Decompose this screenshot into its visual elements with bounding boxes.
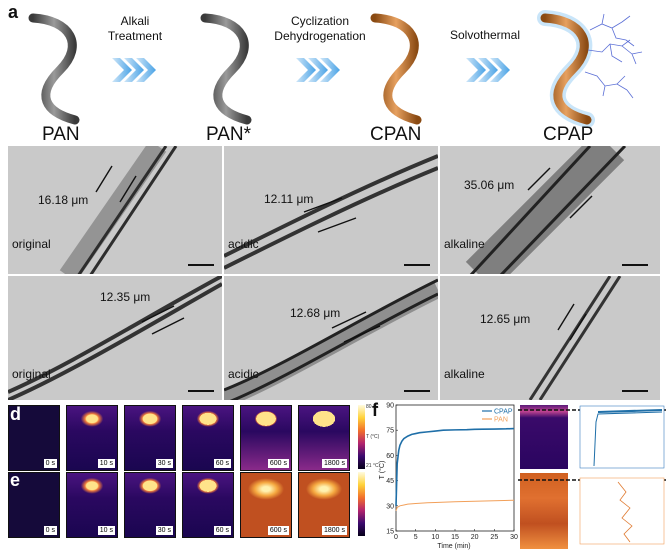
label-c-acidic: acidic (228, 367, 259, 381)
thermal-tile: 600 s (240, 405, 292, 471)
scale-bar (188, 264, 214, 266)
legend-label: CPAP (494, 409, 513, 416)
x-tick-label: 25 (490, 534, 498, 541)
x-tick-label: 15 (451, 534, 459, 541)
panel-a-letter: a (8, 2, 19, 22)
label-c-original: original (12, 367, 51, 381)
time-label: 600 s (267, 459, 289, 468)
thermal-tile: 10 s (66, 472, 118, 538)
time-label: 0 s (43, 526, 57, 535)
process-arrow-3-icon (466, 58, 510, 82)
time-label: 0 s (43, 459, 57, 468)
micrograph-b-original: 16.18 μm original (8, 146, 222, 274)
colorbar-top-label: 80 °C (366, 404, 379, 410)
measure-c-alkaline: 12.65 μm (480, 312, 531, 326)
panel-f-chart: 15 30 45 60 75 90 0 5 10 15 20 25 30 Time (min) T (… (378, 403, 518, 551)
label-cpan: CPAN (370, 124, 422, 145)
thermal-tile: 0 s (8, 472, 60, 538)
label-pan-star: PAN* (206, 124, 252, 145)
micrograph-c-alkaline: 12.65 μm alkaline (440, 276, 660, 400)
scale-bar (188, 390, 214, 392)
time-label: 60 s (213, 526, 231, 535)
legend-label: PAN (494, 417, 508, 424)
y-tick-label: 30 (386, 503, 394, 510)
thermal-tile: 30 s (124, 472, 176, 538)
y-tick-label: 15 (386, 529, 394, 536)
y-tick-label: 60 (386, 453, 394, 460)
process-arrow-1-icon (112, 58, 156, 82)
x-tick-label: 20 (471, 534, 479, 541)
x-axis-label: Time (min) (437, 543, 470, 550)
time-label: 10 s (97, 526, 115, 535)
scale-bar (404, 390, 430, 392)
series-line-pan (395, 499, 515, 512)
pan-fiber-icon (28, 13, 80, 125)
y-tick-label: 90 (386, 403, 394, 410)
step-alkali-treatment: Alkali Treatment (107, 14, 163, 43)
plot-frame (395, 404, 515, 532)
panel-e-letter: e (10, 470, 21, 490)
measure-b-acidic: 12.11 μm (264, 192, 314, 206)
time-label: 1800 s (321, 526, 347, 535)
process-arrow-2-icon (296, 58, 340, 82)
label-b-alkaline: alkaline (444, 237, 485, 251)
x-tick-label: 5 (414, 534, 418, 541)
x-tick-label: 0 (394, 534, 398, 541)
thermal-side-pan (520, 473, 568, 549)
thermal-tile: 30 s (124, 405, 176, 471)
label-b-acidic: acidic (228, 237, 259, 251)
thermal-tile: 10 s (66, 405, 118, 471)
panel-f-letter: f (372, 400, 378, 420)
pan-star-fiber-icon (200, 13, 252, 125)
thermal-tile: 1800 s (298, 472, 350, 538)
label-cpap: CPAP (543, 124, 594, 145)
time-label: 30 s (155, 526, 173, 535)
scale-bar (622, 390, 648, 392)
time-label: 1800 s (321, 459, 347, 468)
step-cyclization: Cyclization Dehydrogenation (274, 14, 366, 43)
y-axis-label: T (°C) (378, 461, 386, 480)
scale-bar (404, 264, 430, 266)
colorbar-e (358, 472, 365, 536)
cpap-fiber-icon (537, 10, 643, 128)
label-b-original: original (12, 237, 51, 251)
thermal-tile: 60 s (182, 405, 234, 471)
thermal-tile: 1800 s (298, 405, 350, 471)
panel-a-schematic (28, 10, 643, 128)
thermal-tile: 600 s (240, 472, 292, 538)
colorbar-d (358, 405, 365, 469)
measure-c-original: 12.35 μm (100, 290, 151, 304)
time-label: 10 s (97, 459, 115, 468)
y-tick-label: 75 (386, 428, 394, 435)
side-profile-plots (579, 405, 665, 545)
y-tick-label: 45 (386, 478, 394, 485)
label-pan: PAN (42, 124, 80, 145)
scale-bar (622, 264, 648, 266)
time-label: 60 s (213, 459, 231, 468)
colorbar-unit-label: T (°C) (366, 434, 380, 440)
panel-d-letter: d (10, 404, 21, 424)
thermal-side-cpap (520, 405, 568, 469)
micrograph-c-original: 12.35 μm original (8, 276, 222, 400)
colorbar-bottom-label: 21 °C (366, 463, 379, 469)
time-label: 30 s (155, 459, 173, 468)
micrograph-b-acidic: 12.11 μm acidic (224, 146, 438, 274)
measure-c-acidic: 12.68 μm (290, 306, 341, 320)
x-tick-label: 10 (431, 534, 439, 541)
series-line-cpap (395, 427, 515, 506)
measure-b-alkaline: 35.06 μm (464, 178, 515, 192)
thermal-tile: 0 s (8, 405, 60, 471)
time-label: 600 s (267, 526, 289, 535)
micrograph-b-alkaline: 35.06 μm alkaline (440, 146, 660, 274)
x-tick-label: 30 (510, 534, 518, 541)
step-solvothermal: Solvothermal (449, 28, 521, 42)
micrograph-c-acidic: 12.68 μm acidic (224, 276, 438, 400)
cpan-fiber-icon (370, 13, 422, 125)
label-c-alkaline: alkaline (444, 367, 485, 381)
thermal-tile: 60 s (182, 472, 234, 538)
measure-b-original: 16.18 μm (38, 193, 89, 207)
